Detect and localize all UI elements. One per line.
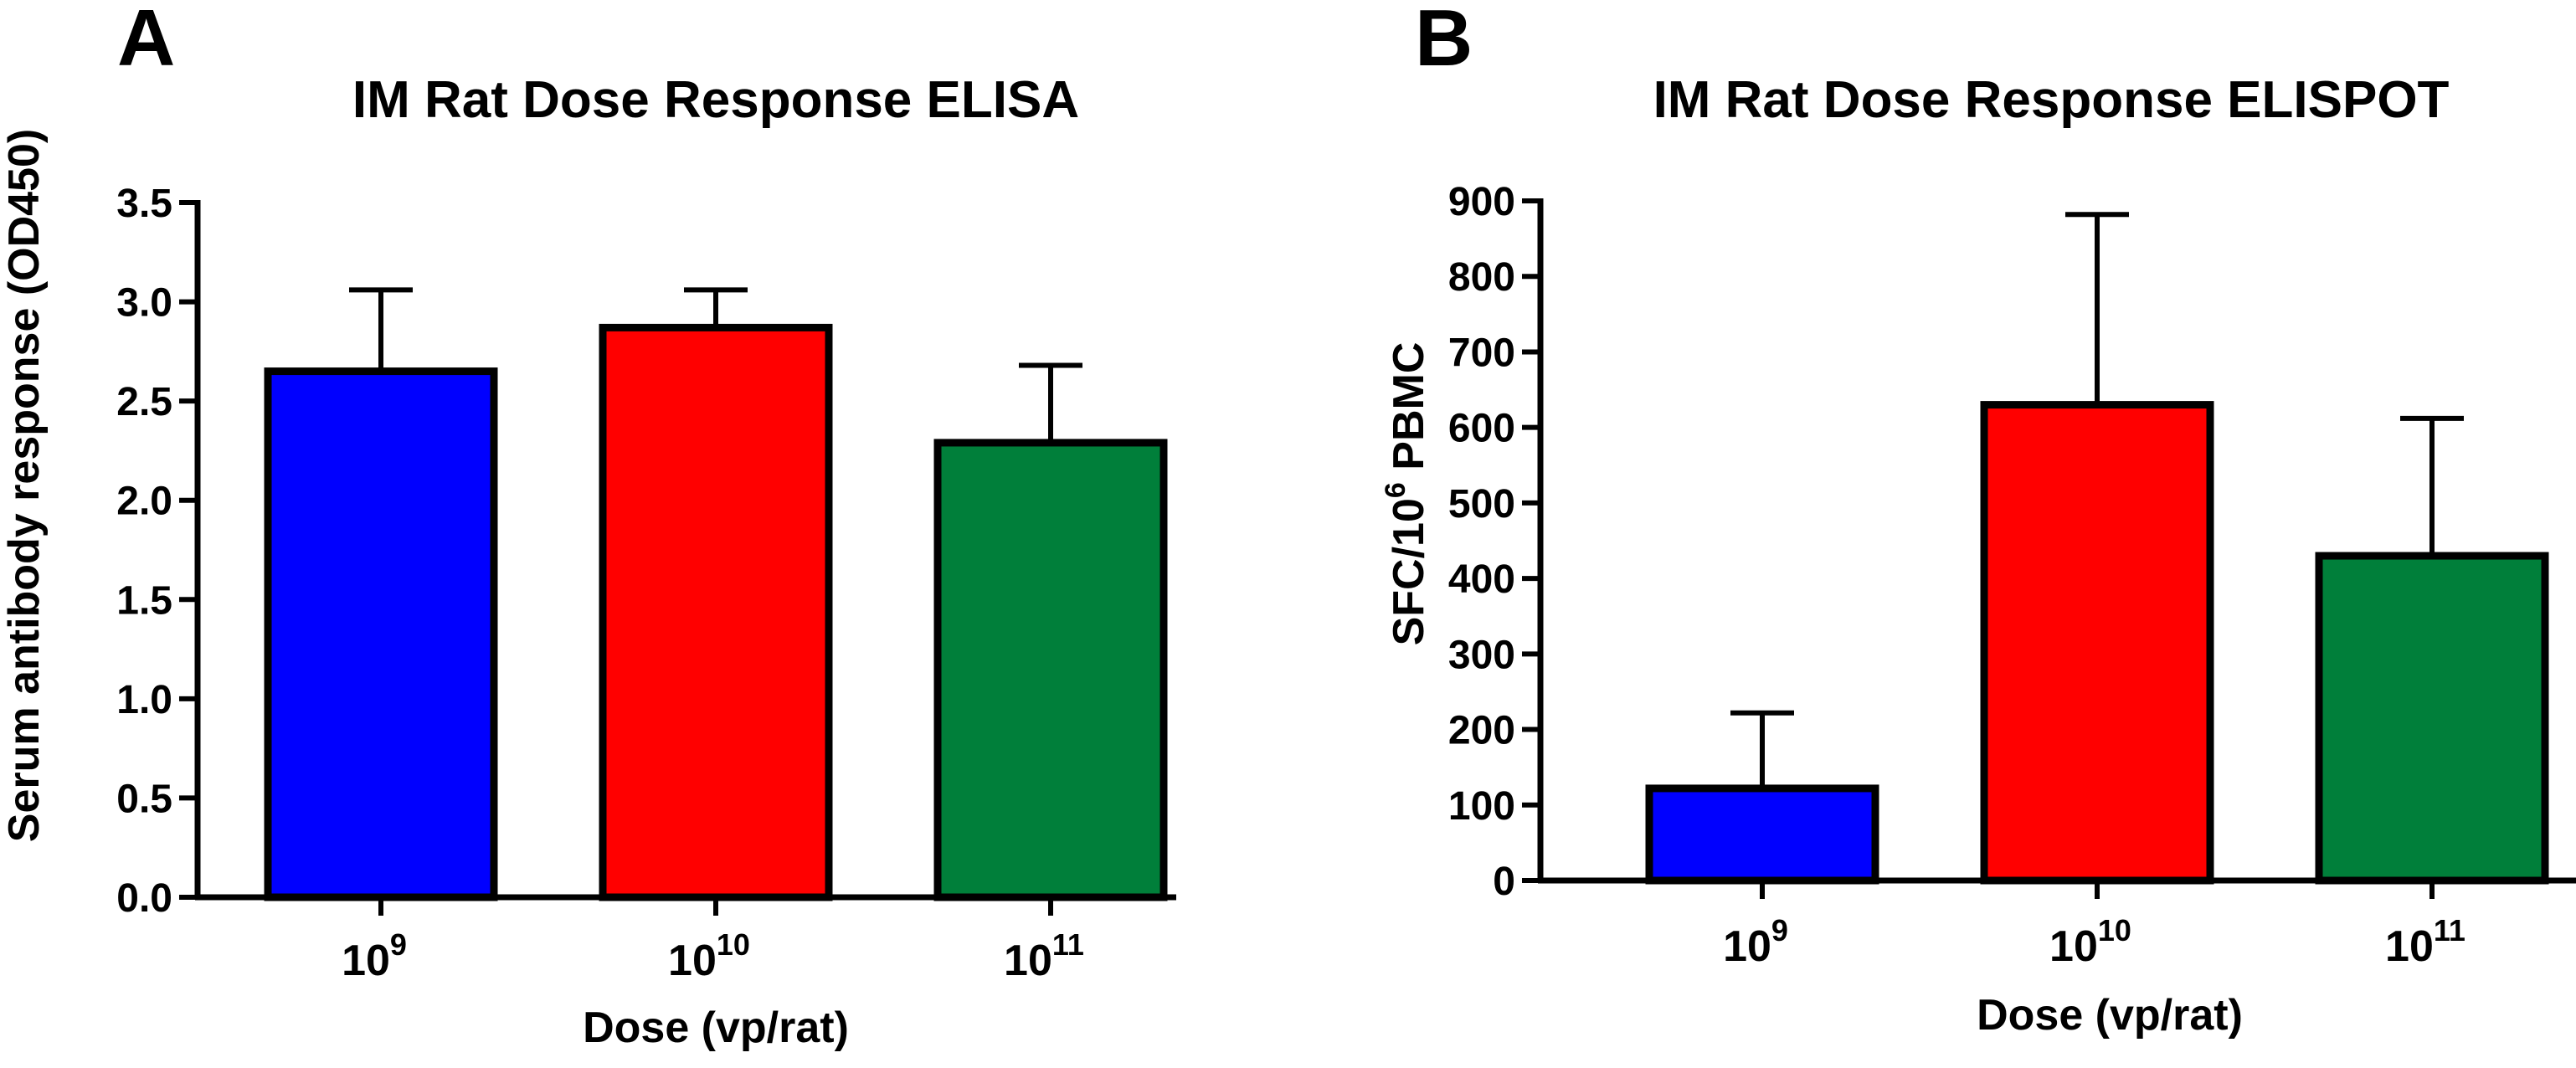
x-tick-label-exponent: 10 xyxy=(717,927,750,962)
bar-b xyxy=(2315,552,2549,885)
x-tick-label-base: 10 xyxy=(668,937,717,985)
x-tick-label-exponent: 11 xyxy=(1052,927,1084,962)
chart-title-b: IM Rat Dose Response ELISPOT xyxy=(1653,71,2450,129)
x-tick-label-base: 10 xyxy=(2049,922,2098,971)
x-tick-label-exponent: 11 xyxy=(2434,913,2465,947)
bar-b xyxy=(1980,401,2214,885)
y-axis-label-b-pre: SFC/10 xyxy=(1385,498,1433,645)
x-tick-label-a: 1011 xyxy=(1004,927,1084,985)
y-axis-label-b-post: PBMC xyxy=(1385,342,1433,483)
chart-title-a: IM Rat Dose Response ELISA xyxy=(352,71,1079,129)
bar-b xyxy=(1645,784,1879,885)
x-axis-label-a: Dose (vp/rat) xyxy=(583,1004,849,1052)
panel-letter-b: B xyxy=(1415,0,1473,83)
y-tick-label-a: 2.0 xyxy=(116,480,172,524)
y-tick-label-b: 0 xyxy=(1493,860,1515,904)
x-tick-label-b: 1011 xyxy=(2385,913,2465,971)
y-tick-label-b: 200 xyxy=(1448,709,1515,753)
x-tick-label-a: 1010 xyxy=(668,927,750,985)
x-tick-label-b: 109 xyxy=(1723,913,1788,971)
x-tick-label-a: 109 xyxy=(342,927,407,985)
x-tick-label-exponent: 9 xyxy=(1771,913,1788,947)
bar-a xyxy=(264,367,498,901)
x-tick-label-exponent: 10 xyxy=(2098,913,2131,947)
panel-letter-a: A xyxy=(117,0,175,83)
y-axis-label-b: SFC/106 PBMC xyxy=(1380,342,1433,646)
x-tick-label-base: 10 xyxy=(2385,922,2434,971)
y-tick-label-b: 300 xyxy=(1448,633,1515,677)
x-tick-label-base: 10 xyxy=(342,937,390,985)
bar-a xyxy=(933,439,1168,901)
y-tick-label-b: 900 xyxy=(1448,180,1515,224)
y-tick-label-b: 500 xyxy=(1448,482,1515,526)
y-tick-label-b: 700 xyxy=(1448,331,1515,375)
y-tick-label-a: 0.5 xyxy=(116,777,172,821)
x-axis-label-b: Dose (vp/rat) xyxy=(1977,991,2243,1040)
y-axis-label-b-sup: 6 xyxy=(1380,482,1411,498)
bar-a xyxy=(599,323,833,901)
y-tick-label-a: 3.5 xyxy=(116,182,172,226)
y-axis-label-a: Serum antibody response (OD450) xyxy=(0,129,49,842)
x-tick-label-b: 1010 xyxy=(2049,913,2131,971)
y-tick-label-b: 100 xyxy=(1448,784,1515,829)
x-tick-label-base: 10 xyxy=(1004,937,1052,985)
y-tick-label-a: 0.0 xyxy=(116,876,172,921)
y-tick-label-a: 3.0 xyxy=(116,281,172,326)
y-tick-label-b: 400 xyxy=(1448,557,1515,602)
y-tick-label-a: 2.5 xyxy=(116,380,172,424)
x-tick-label-base: 10 xyxy=(1723,922,1771,971)
y-tick-label-b: 800 xyxy=(1448,255,1515,300)
y-tick-label-b: 600 xyxy=(1448,407,1515,451)
y-tick-label-a: 1.0 xyxy=(116,678,172,722)
y-tick-label-a: 1.5 xyxy=(116,578,172,623)
x-tick-label-exponent: 9 xyxy=(390,927,407,962)
